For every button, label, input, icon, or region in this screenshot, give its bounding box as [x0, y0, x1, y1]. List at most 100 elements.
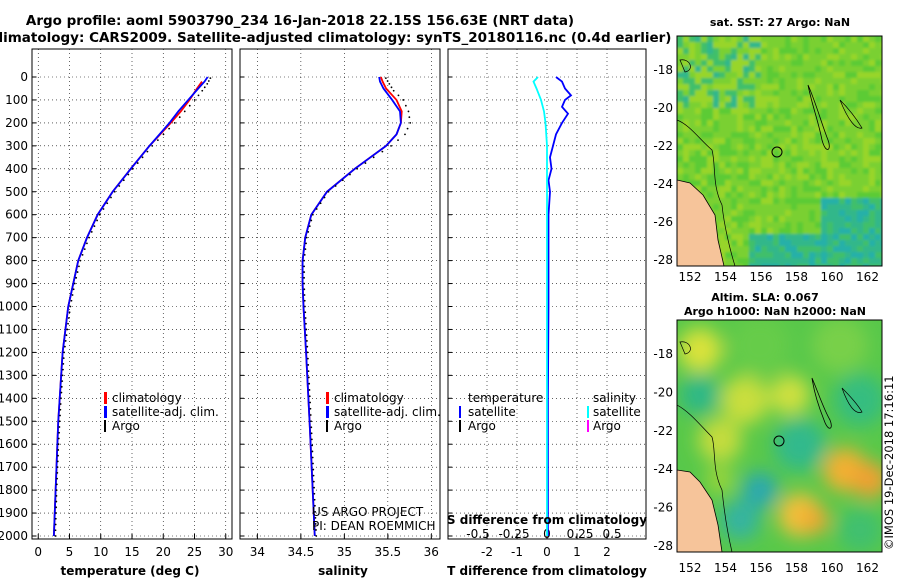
sst-cell	[875, 240, 881, 246]
argo-point	[96, 219, 98, 222]
sst-cell	[839, 108, 845, 114]
sst-cell	[695, 144, 701, 150]
sst-cell	[713, 168, 719, 174]
sst-cell	[731, 42, 737, 48]
temperature-legend: climatology satellite-adj. clim. Argo	[104, 391, 219, 433]
sst-cell	[713, 102, 719, 108]
sst-cell	[815, 210, 821, 216]
sst-cell	[677, 42, 683, 48]
sst-cell	[833, 102, 839, 108]
australia-coast	[677, 179, 725, 266]
sst-cell	[851, 66, 857, 72]
sst-cell	[839, 216, 845, 222]
sst-cell	[815, 174, 821, 180]
sst-cell	[869, 210, 875, 216]
sst-cell	[779, 234, 785, 240]
sst-cell	[719, 42, 725, 48]
sst-cell	[695, 96, 701, 102]
sst-cell	[827, 192, 833, 198]
sst-cell	[863, 246, 869, 252]
sst-cell	[725, 48, 731, 54]
sst-cell	[815, 66, 821, 72]
sst-cell	[863, 54, 869, 60]
sst-cell	[815, 180, 821, 186]
sst-cell	[731, 162, 737, 168]
sst-cell	[827, 216, 833, 222]
sst-cell	[851, 156, 857, 162]
argo-point	[308, 382, 311, 385]
sst-cell	[749, 204, 755, 210]
sst-cell	[773, 252, 779, 258]
sst-cell	[773, 36, 779, 42]
x-tick-label: 0	[34, 545, 42, 559]
sst-cell	[779, 222, 785, 228]
legend-satellite: satellite-adj. clim.	[334, 405, 441, 419]
sst-cell	[755, 258, 761, 264]
sst-cell	[833, 162, 839, 168]
sst-cell	[773, 90, 779, 96]
argo-point	[65, 334, 68, 337]
sst-cell	[695, 120, 701, 126]
sst-cell	[707, 90, 713, 96]
sst-cell	[761, 180, 767, 186]
sst-cell	[725, 210, 731, 216]
argo-point	[303, 253, 306, 256]
sst-cell	[749, 108, 755, 114]
sst-cell	[821, 180, 827, 186]
sst-cell	[743, 228, 749, 234]
sst-cell	[827, 66, 833, 72]
sst-cell	[749, 96, 755, 102]
sst-cell	[707, 180, 713, 186]
sst-cell	[785, 144, 791, 150]
sst-cell	[725, 216, 731, 222]
argo-point	[62, 362, 65, 365]
sst-cell	[809, 90, 815, 96]
sst-cell	[851, 126, 857, 132]
sst-cell	[803, 192, 809, 198]
sst-cell	[809, 114, 815, 120]
sst-cell	[827, 204, 833, 210]
depth-label: 1100	[0, 322, 28, 336]
sst-cell	[773, 72, 779, 78]
sst-cell	[851, 174, 857, 180]
sst-cell	[815, 198, 821, 204]
sst-cell	[713, 198, 719, 204]
sst-cell	[683, 66, 689, 72]
sst-cell	[719, 216, 725, 222]
sst-cell	[755, 48, 761, 54]
sst-cell	[755, 246, 761, 252]
sst-cell	[725, 60, 731, 66]
sst-cell	[875, 90, 881, 96]
sst-cell	[809, 198, 815, 204]
argo-point	[68, 311, 71, 314]
sst-cell	[767, 78, 773, 84]
sst-cell	[851, 114, 857, 120]
argo-point	[406, 127, 409, 130]
sst-cell	[677, 168, 683, 174]
sst-cell	[755, 252, 761, 258]
sst-cell	[791, 132, 797, 138]
sst-cell	[809, 108, 815, 114]
sst-cell	[737, 156, 743, 162]
sst-cell	[767, 48, 773, 54]
title-line-1: Argo profile: aoml 5903790_234 16-Jan-20…	[26, 13, 574, 29]
sst-cell	[845, 60, 851, 66]
sst-cell	[839, 36, 845, 42]
legend-swatch-argo	[326, 420, 328, 432]
sst-cell	[821, 252, 827, 258]
sst-cell	[737, 210, 743, 216]
sst-cell	[797, 210, 803, 216]
sst-cell	[827, 186, 833, 192]
sst-cell	[683, 144, 689, 150]
sst-cell	[869, 204, 875, 210]
sst-cell	[869, 168, 875, 174]
sst-cell	[857, 240, 863, 246]
sst-cell	[857, 222, 863, 228]
sst-cell	[803, 198, 809, 204]
sst-cell	[719, 228, 725, 234]
sst-cell	[755, 168, 761, 174]
sst-cell	[869, 90, 875, 96]
sst-cell	[815, 192, 821, 198]
sst-cell	[743, 222, 749, 228]
sst-cell	[755, 54, 761, 60]
